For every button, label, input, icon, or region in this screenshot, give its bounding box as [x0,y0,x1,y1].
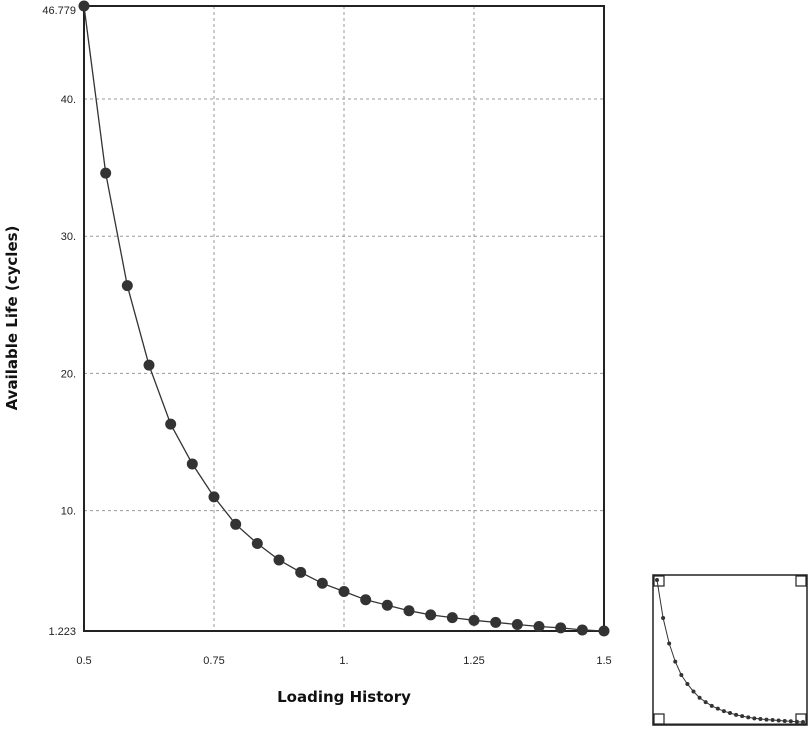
data-point [425,609,437,621]
x-tick-labels: 0.5 0.75 1. 1.25 1.5 [76,655,611,667]
data-point [360,594,372,606]
data-point [316,577,328,589]
y-tick-labels: 1.223 10. 20. 30. 40. 46.779 [42,5,76,638]
y-tick-label: 40. [61,94,76,106]
overview-point [770,718,775,723]
data-point [576,624,588,636]
overview-point [728,711,732,716]
overview-point [752,716,757,721]
data-points [78,0,610,637]
data-point [121,280,133,292]
overview-point [764,717,769,722]
overview-point [740,714,745,719]
overview-point [734,712,739,717]
data-point [295,566,307,578]
x-tick-label: 1.25 [463,655,484,667]
overview-point [721,709,726,714]
x-tick-label: 1. [339,655,348,667]
data-point [78,0,90,12]
data-point [598,625,610,637]
overview-point [715,706,720,711]
overview-point [703,700,708,705]
y-tick-label: 30. [61,231,76,243]
overview-thumbnail[interactable] [652,574,808,726]
plot-frame [83,5,605,632]
data-point [143,359,155,371]
x-tick-label: 0.75 [203,655,224,667]
overview-points [655,578,805,724]
data-point [186,458,198,470]
y-tick-label: 46.779 [42,5,76,17]
overview-point [746,715,751,720]
overview-point [788,719,793,724]
overview-point [679,673,684,678]
x-tick-label: 0.5 [76,655,91,667]
overview-point [782,718,787,723]
y-tick-label: 1.223 [48,626,76,638]
data-point [555,622,567,634]
overview-frame [652,574,808,726]
overview-point [697,695,702,700]
data-point [403,605,415,617]
data-point [273,554,285,566]
overview-point [709,703,714,708]
data-point [230,518,242,530]
overview-point [758,716,763,721]
data-point [446,612,458,624]
data-point [468,614,480,626]
data-point [511,618,523,630]
overview-point [794,719,799,724]
overview-point [801,720,805,724]
overview-handle-tl[interactable] [653,575,665,587]
overview-point [667,641,672,646]
y-tick-label: 10. [61,506,76,518]
data-point [251,538,263,550]
grid [84,6,604,631]
data-point [533,621,545,633]
overview-handle-tr[interactable] [795,575,807,587]
overview-point [685,682,690,687]
overview-point [673,659,678,664]
data-point [490,616,502,628]
y-tick-label: 20. [61,368,76,380]
overview-point [655,578,659,582]
data-point [165,418,177,430]
overview-point [776,718,781,723]
data-point [338,586,350,598]
overview-point [691,689,696,694]
overview-point [661,615,666,620]
x-axis-title: Loading History [277,688,411,706]
y-axis-title: Available Life (cycles) [3,226,21,411]
x-tick-label: 1.5 [596,655,611,667]
data-point [208,491,220,503]
data-point [100,167,112,179]
data-point [381,599,393,611]
